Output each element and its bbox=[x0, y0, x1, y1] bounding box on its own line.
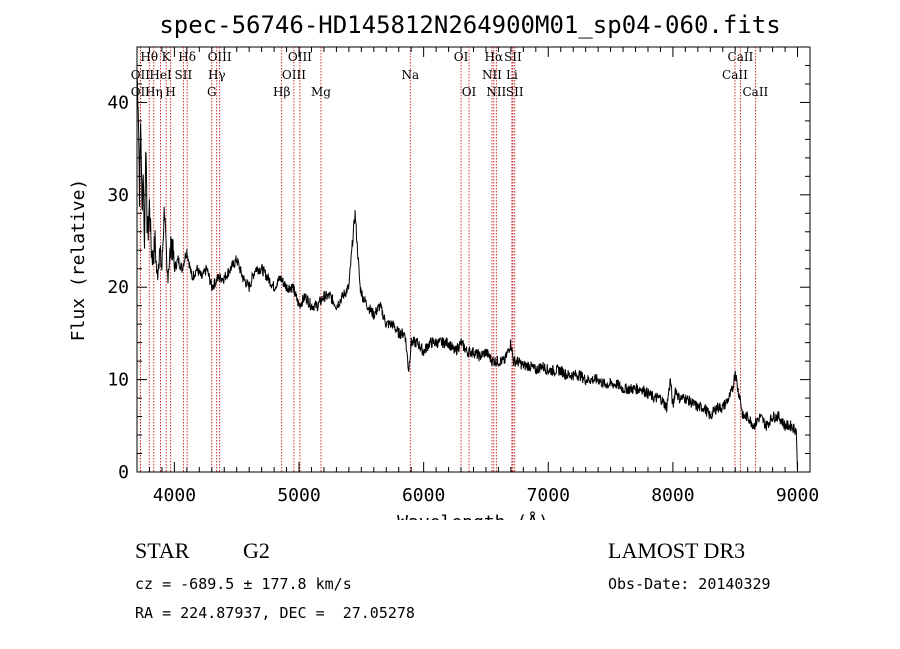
y-tick-label: 10 bbox=[107, 370, 129, 391]
x-tick-label: 8000 bbox=[651, 485, 694, 506]
spectral-line-label: OII bbox=[131, 85, 151, 99]
spectral-line-label: Hδ bbox=[178, 50, 196, 64]
y-tick-label: 0 bbox=[118, 462, 129, 483]
spectral-line-label: Hη bbox=[145, 85, 163, 99]
x-axis-label: Wavelength (Å) bbox=[397, 511, 549, 520]
spectral-line-label: CaII bbox=[728, 50, 754, 64]
axis-tick-labels: 4000 5000 6000 7000 8000 9000 0 10 20 30 40 bbox=[107, 92, 819, 506]
y-axis-label: Flux (relative) bbox=[68, 179, 89, 342]
spectral-line-label: NII bbox=[486, 85, 506, 99]
object-class: STAR bbox=[135, 538, 190, 563]
spectral-line-label: HeI bbox=[149, 68, 172, 82]
spectral-line-label: OIII bbox=[208, 50, 232, 64]
x-tick-label: 4000 bbox=[153, 485, 196, 506]
object-subclass: G2 bbox=[243, 538, 270, 563]
spectral-line-label: Hθ bbox=[140, 50, 158, 64]
redshift-text: cz = -689.5 ± 177.8 km/s bbox=[135, 575, 352, 593]
spectral-line-label: OIII bbox=[282, 68, 306, 82]
spectral-line-label: H bbox=[165, 85, 175, 99]
spectral-line-label: Hα bbox=[485, 50, 504, 64]
y-tick-label: 30 bbox=[107, 185, 129, 206]
spectral-line-label: NII bbox=[482, 68, 502, 82]
y-tick-label: 40 bbox=[107, 92, 129, 113]
x-tick-label: 9000 bbox=[776, 485, 819, 506]
spectrum-series-line bbox=[136, 74, 798, 473]
spectral-line-label: CaII bbox=[742, 85, 768, 99]
spectral-line-label: CaII bbox=[722, 68, 748, 82]
spectral-line-label: SII bbox=[506, 85, 524, 99]
spectral-line-label: G bbox=[207, 85, 217, 99]
spectral-line-label: OII bbox=[131, 68, 151, 82]
x-tick-label: 5000 bbox=[277, 485, 320, 506]
spectral-line-label: OI bbox=[454, 50, 469, 64]
survey-name: LAMOST DR3 bbox=[608, 538, 746, 563]
spectral-line-label: Li bbox=[506, 68, 518, 82]
y-tick-label: 20 bbox=[107, 277, 129, 298]
spectral-line-label: Mg bbox=[311, 85, 331, 99]
spectrum-chart: spec-56746-HD145812N264900M01_sp04-060.f… bbox=[68, 11, 819, 520]
spectral-line-label: K bbox=[162, 50, 172, 64]
spectral-line-label: Hγ bbox=[208, 68, 226, 82]
spectral-line-label: OIII bbox=[288, 50, 312, 64]
spectral-line-markers bbox=[139, 47, 756, 472]
x-tick-label: 6000 bbox=[402, 485, 445, 506]
spectral-line-label: Hβ bbox=[273, 85, 290, 99]
spectral-line-label: OI bbox=[462, 85, 477, 99]
spectral-line-labels: OIIOIIHθHηHeIKHSIIHδGHγOIIIHβOIIIOIIIMgN… bbox=[131, 50, 769, 99]
spectral-line-label: Na bbox=[401, 68, 419, 82]
chart-title: spec-56746-HD145812N264900M01_sp04-060.f… bbox=[159, 11, 780, 39]
spectral-line-label: SII bbox=[175, 68, 193, 82]
coordinates: RA = 224.87937, DEC = 27.05278 bbox=[135, 604, 415, 622]
spectral-line-label: SII bbox=[504, 50, 522, 64]
x-tick-label: 7000 bbox=[527, 485, 570, 506]
obs-date: Obs-Date: 20140329 bbox=[608, 575, 771, 593]
